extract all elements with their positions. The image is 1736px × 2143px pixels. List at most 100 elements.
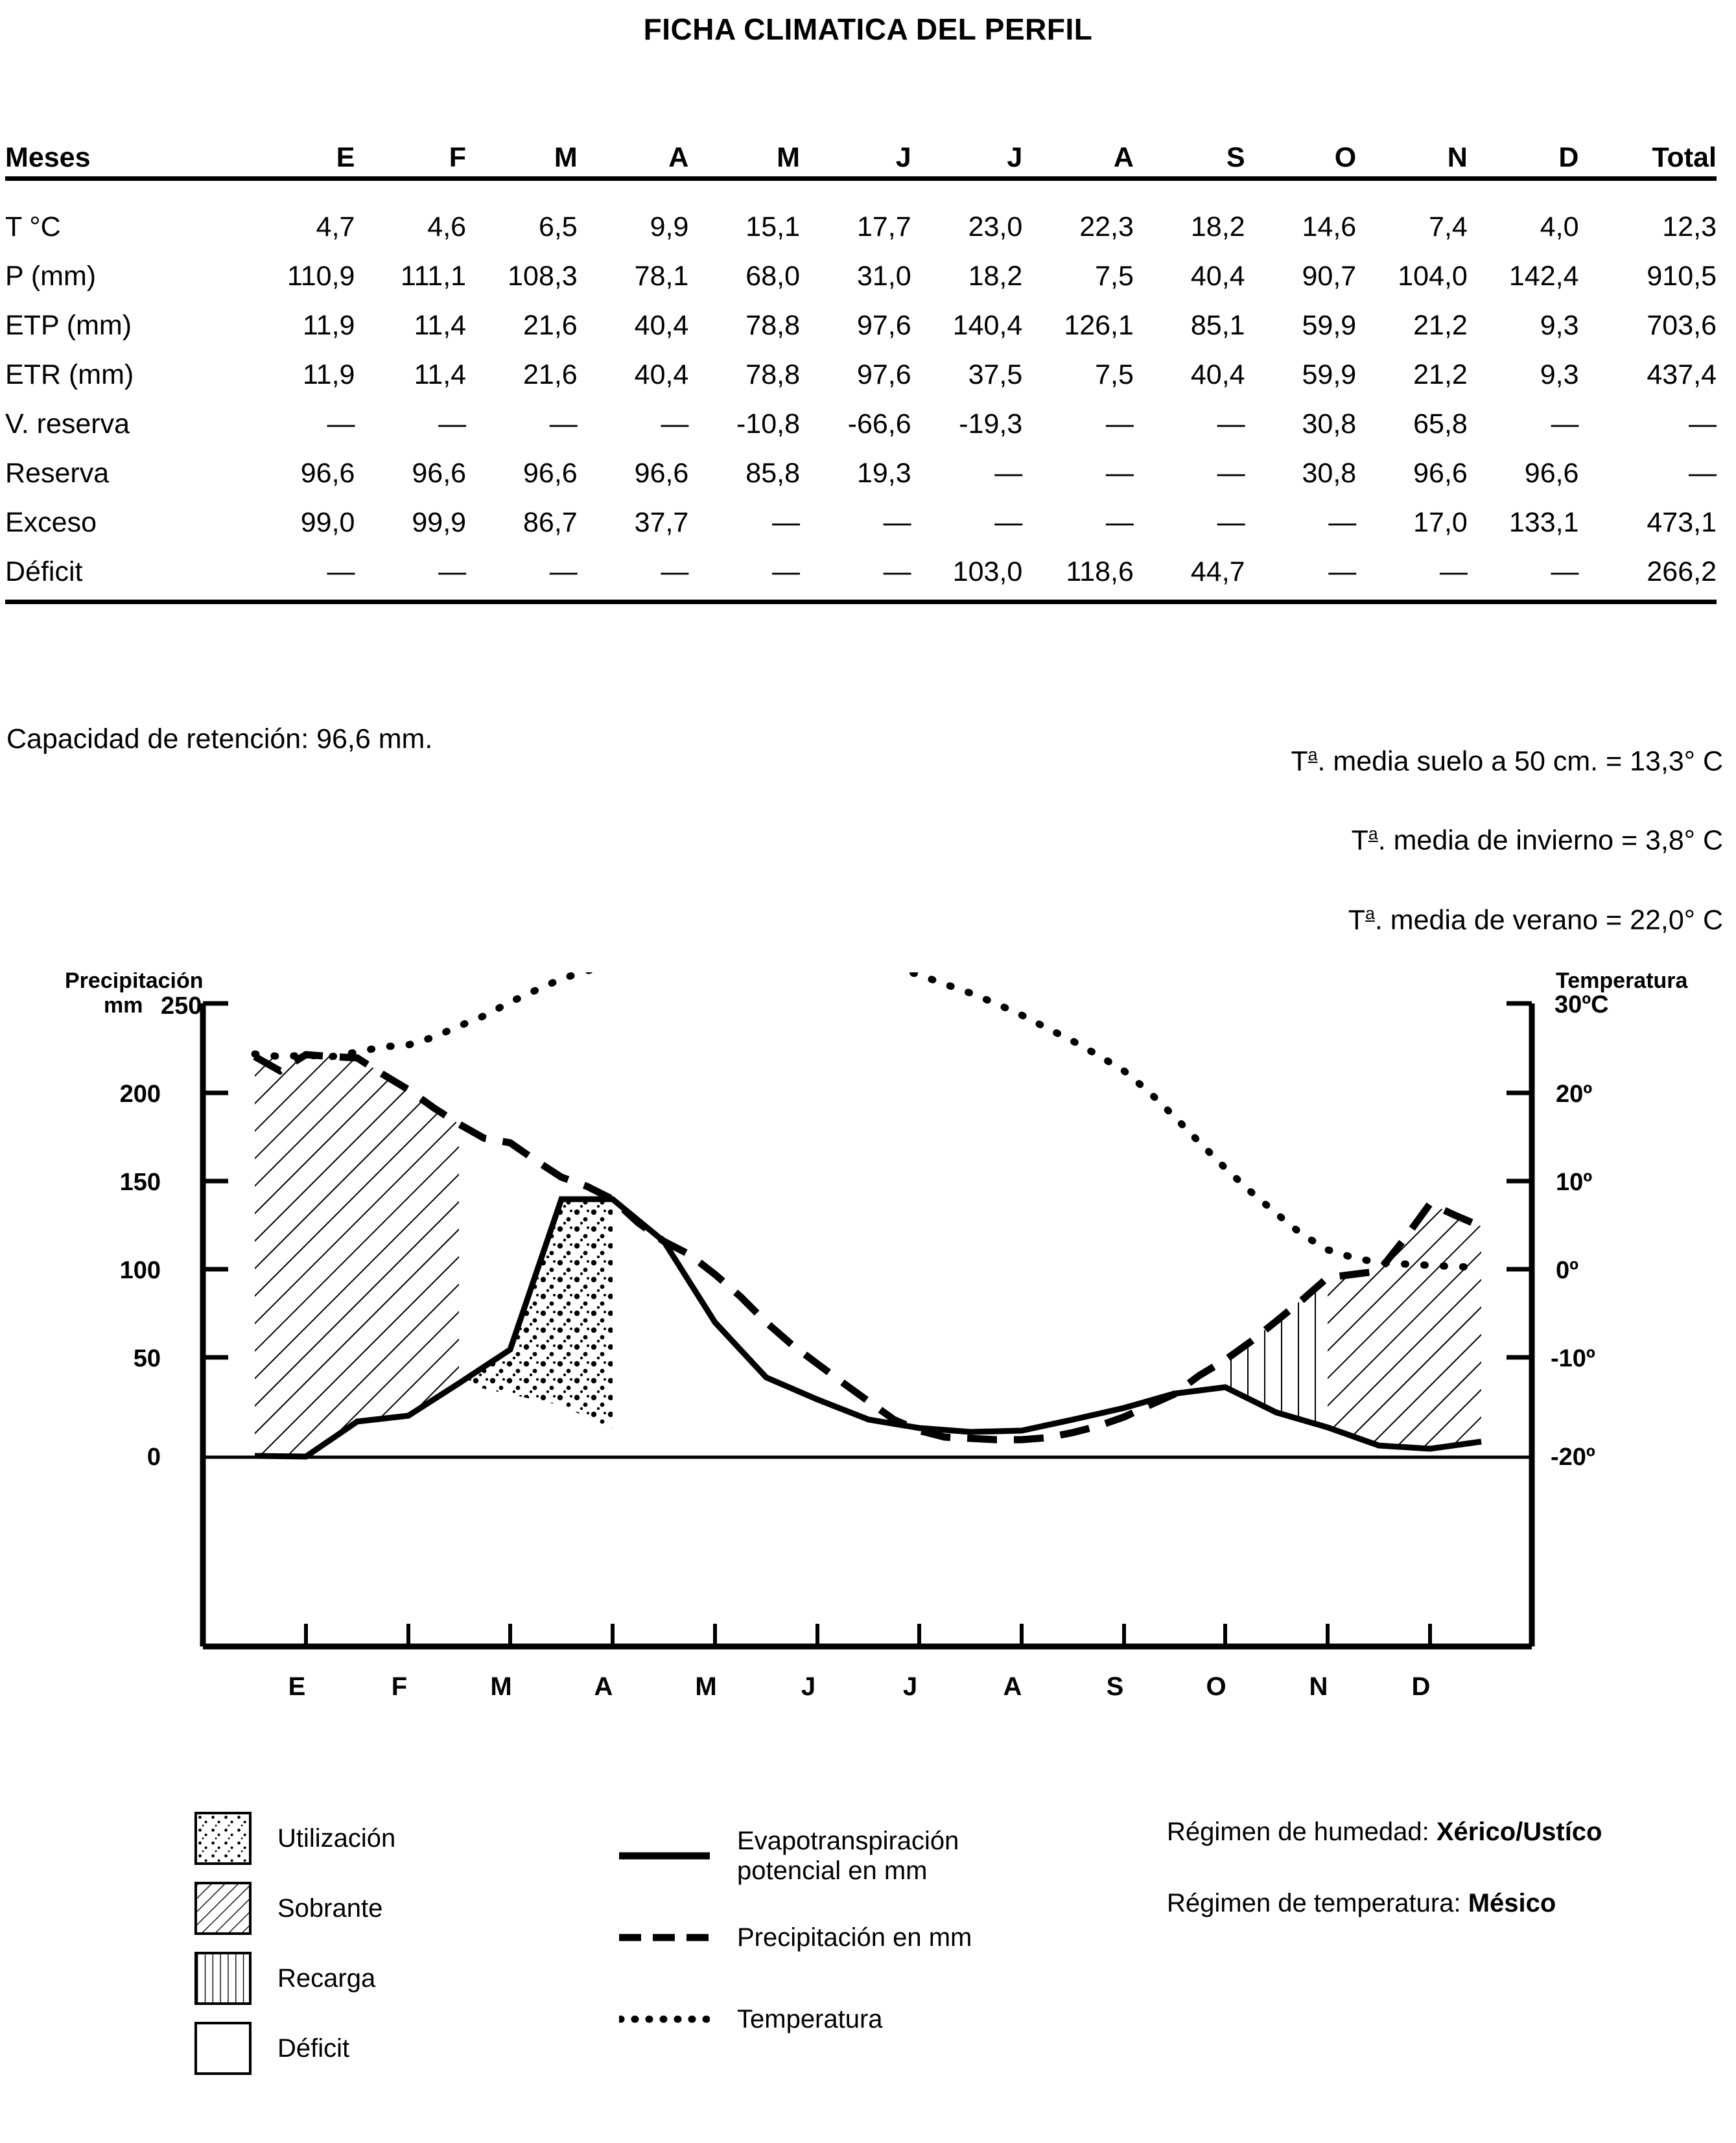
table-cell: — — [438, 556, 467, 587]
table-cell: — — [549, 408, 578, 439]
right-axis-tick-0: 0º — [1556, 1257, 1578, 1284]
legend-item-etp: Evapotranspiración potencial en mm — [619, 1815, 972, 1897]
legend-label-deficit: Déficit — [277, 2033, 350, 2063]
legend-label-precipitation: Precipitación en mm — [737, 1923, 972, 1952]
left-axis-tick-50: 50 — [134, 1345, 161, 1372]
table-cell: — — [1328, 556, 1357, 587]
table-cell: 68,0 — [745, 261, 800, 292]
table-cell: -10,8 — [736, 408, 800, 439]
table-row: ETR (mm) 11,9 11,4 21,6 40,4 78,8 97,6 37,5 7,5 4… — [5, 342, 1717, 391]
table-row: P (mm) 110,9 111,1 108,3 78,1 68,0 31,0 18,2 7,5… — [5, 243, 1717, 292]
table-cell: 65,8 — [1413, 408, 1468, 439]
table-body: T °C 4,7 4,6 6,5 9,9 15,1 17,7 23,0 22,3 18,2 14,6… — [5, 178, 1717, 602]
chart-axes — [200, 1001, 1535, 1650]
table-cell: 78,8 — [745, 310, 800, 341]
table-cell: 37,5 — [968, 359, 1023, 390]
table-cell: 86,7 — [523, 507, 578, 538]
table-cell: — — [1439, 556, 1468, 587]
x-axis-month-labels: E F M A M J J A S O N D — [288, 1672, 1431, 1701]
table-cell: 85,8 — [745, 458, 800, 489]
climate-chart: Precipitación mm 250 200 150 100 50 0 Te… — [0, 972, 1736, 1783]
table-cell: 78,1 — [634, 261, 689, 292]
table-total-cell: 703,6 — [1647, 310, 1717, 341]
x-label-D: D — [1412, 1672, 1431, 1701]
table-cell: 99,9 — [412, 507, 467, 538]
regimen-humidity-value: Xérico/Ustíco — [1436, 1818, 1602, 1846]
table-cell: — — [1105, 507, 1134, 538]
header-month-11: D — [1558, 142, 1579, 173]
header-month-8: S — [1226, 142, 1245, 173]
table-cell: 59,9 — [1302, 310, 1357, 341]
left-axis-title-line1: Precipitación — [65, 972, 204, 993]
table-cell: 97,6 — [856, 310, 911, 341]
left-axis-tick-150: 150 — [120, 1169, 161, 1196]
table-cell: 4,7 — [316, 211, 355, 242]
table-cell: 90,7 — [1302, 261, 1357, 292]
header-month-7: A — [1113, 142, 1134, 173]
header-month-5: J — [895, 142, 911, 173]
table-cell: 7,4 — [1429, 211, 1468, 242]
regimen-humidity-row: Régimen de humedad: Xérico/Ustíco — [1167, 1818, 1602, 1889]
table-row: V. reserva — — — — -10,8 -66,6 -19,3 — — 30,8 65,8 —… — [5, 391, 1717, 440]
notes-section: Capacidad de retención: 96,6 mm. Ta. med… — [0, 714, 1736, 935]
table-cell: — — [883, 556, 911, 587]
table-cell: 110,9 — [287, 261, 355, 292]
row-label: Reserva — [5, 458, 110, 489]
right-axis-tick-20: 20º — [1556, 1081, 1592, 1108]
climate-table-container: Meses E F M A M J J A S O N D Total T °C… — [0, 104, 1736, 604]
solid-line-icon — [619, 1848, 710, 1864]
region-sobrante-winter — [255, 1055, 459, 1457]
regimen-temperature-label: Régimen de temperatura: — [1167, 1889, 1461, 1917]
row-label: P (mm) — [5, 261, 97, 292]
table-cell: — — [661, 556, 689, 587]
table-cell: — — [661, 408, 689, 439]
table-row: ETP (mm) 11,9 11,4 21,6 40,4 78,8 97,6 140,4 126… — [5, 292, 1717, 342]
left-axis-title-line2: mm — [104, 993, 143, 1018]
row-label: Déficit — [5, 556, 83, 587]
header-month-6: J — [1007, 142, 1023, 173]
table-cell: — — [994, 458, 1023, 489]
table-cell: 96,6 — [1524, 458, 1579, 489]
table-total-cell: 910,5 — [1647, 261, 1717, 292]
x-label-N: N — [1309, 1672, 1328, 1701]
table-cell: 37,7 — [634, 507, 689, 538]
legend-item-sobrante: Sobrante — [194, 1879, 395, 1938]
table-cell: 22,3 — [1079, 211, 1134, 242]
header-month-3: A — [668, 142, 689, 173]
table-cell: 103,0 — [952, 556, 1023, 587]
dashed-line-icon — [619, 1930, 710, 1945]
x-label-M1: M — [490, 1672, 511, 1701]
legend-patterns-column: Utilización Sobrante Recarga Déficit — [194, 1809, 395, 2089]
table-cell: -19,3 — [959, 408, 1023, 439]
table-cell: 140,4 — [952, 310, 1023, 341]
x-label-F: F — [392, 1672, 407, 1701]
temperature-notes: Ta. media suelo a 50 cm. = 13,3° C Ta. m… — [1291, 718, 1723, 956]
left-axis-tick-250: 250 — [161, 992, 202, 1020]
table-cell: 78,8 — [745, 359, 800, 390]
series-precipitation-line — [253, 1051, 1483, 1444]
legend-label-utilizacion: Utilización — [277, 1823, 396, 1853]
table-cell: 21,6 — [523, 310, 578, 341]
legend-item-utilizacion: Utilización — [194, 1809, 395, 1868]
x-label-A1: A — [594, 1672, 613, 1701]
table-cell: 59,9 — [1302, 359, 1357, 390]
header-month-10: N — [1447, 142, 1468, 173]
table-cell: 142,4 — [1508, 261, 1579, 292]
series-etp-line — [254, 1196, 1482, 1460]
legend-item-deficit: Déficit — [194, 2019, 395, 2078]
table-cell: — — [1551, 556, 1579, 587]
table-head: Meses E F M A M J J A S O N D Total — [5, 104, 1717, 179]
row-label: ETP (mm) — [5, 310, 132, 341]
table-cell: 96,6 — [634, 458, 689, 489]
table-cell: — — [327, 556, 355, 587]
row-label: ETR (mm) — [5, 359, 134, 390]
table-row: Déficit — — — — — — 103,0 118,6 44,7 — — — 266,2 — [5, 539, 1717, 602]
table-cell: 30,8 — [1302, 408, 1357, 439]
table-row: Reserva 96,6 96,6 96,6 96,6 85,8 19,3 — — — 30,8 96… — [5, 440, 1717, 489]
table-cell: 18,2 — [968, 261, 1023, 292]
table-cell: 9,3 — [1540, 359, 1579, 390]
table-cell: 96,6 — [412, 458, 467, 489]
table-cell: — — [1105, 408, 1134, 439]
swatch-diagonal-hatch-icon — [194, 1882, 252, 1935]
region-deficit — [613, 1199, 766, 1440]
